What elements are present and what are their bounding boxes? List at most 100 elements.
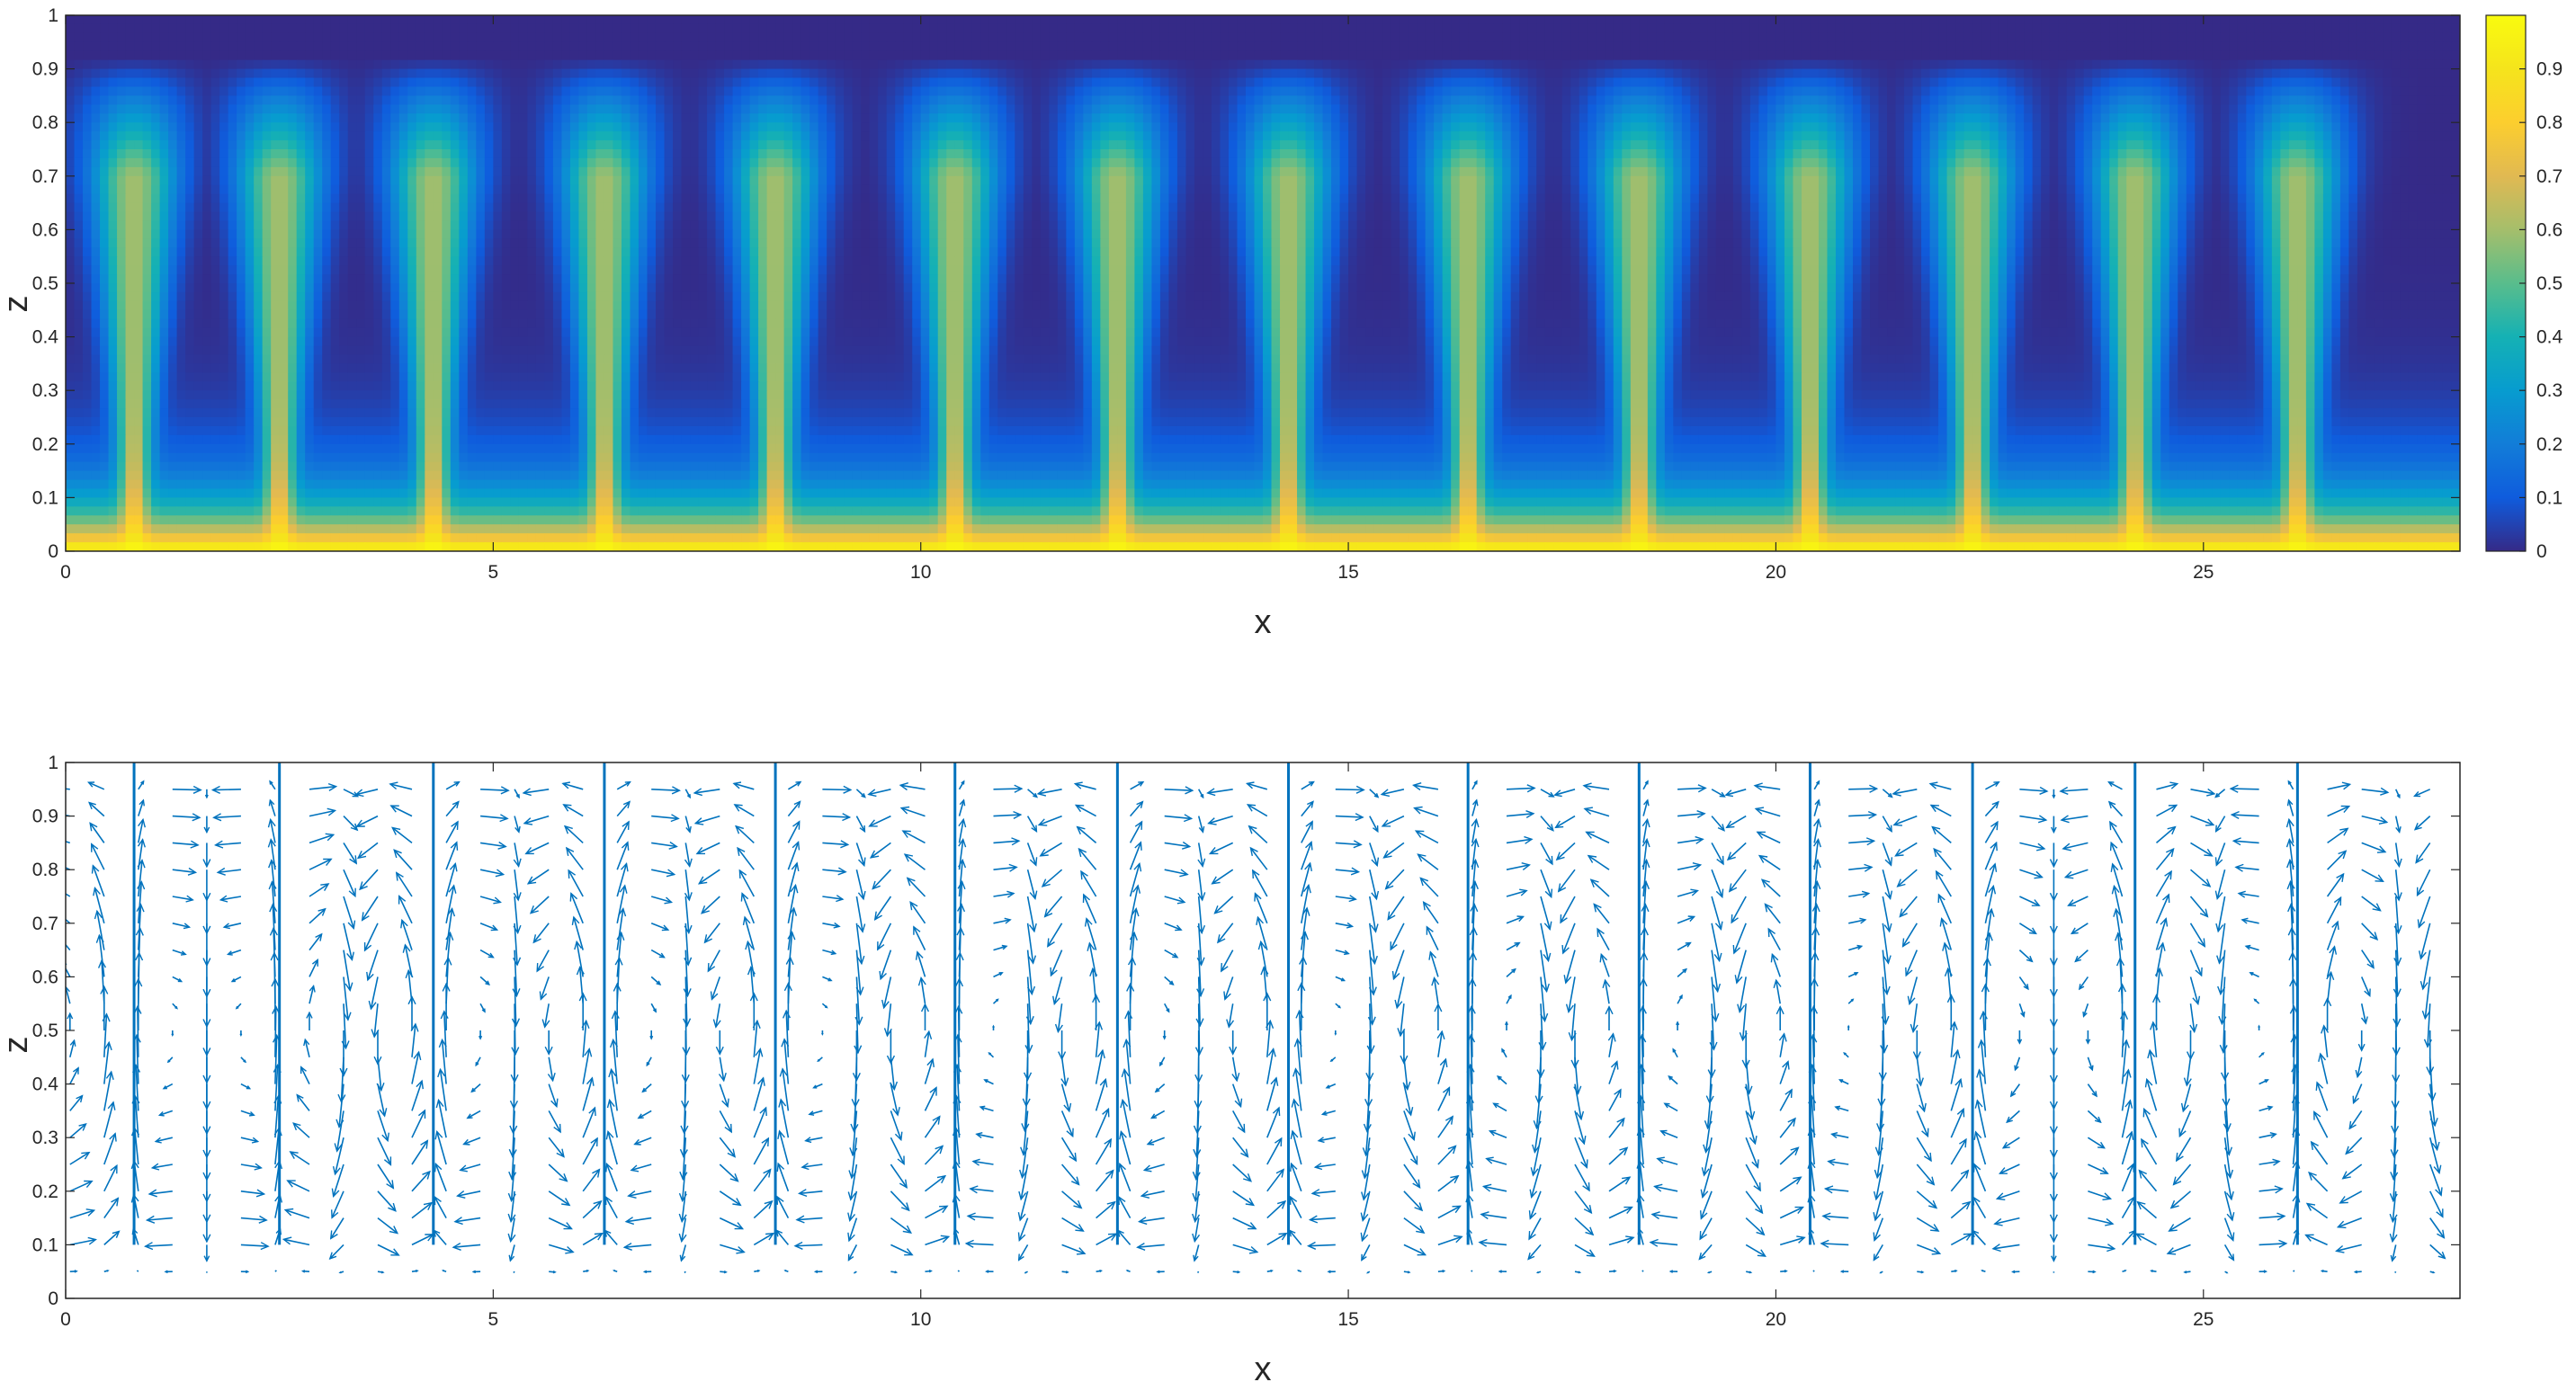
heatmap-cell	[1827, 113, 1837, 123]
heatmap-cell	[715, 15, 725, 25]
heatmap-cell	[664, 23, 674, 34]
heatmap-cell	[1810, 140, 1820, 150]
heatmap-cell	[835, 140, 845, 150]
heatmap-cell	[741, 86, 751, 96]
heatmap-cell	[518, 122, 528, 132]
heatmap-cell	[237, 113, 246, 123]
heatmap-cell	[2434, 157, 2444, 168]
heatmap-cell	[356, 86, 366, 96]
heatmap-cell	[1228, 15, 1239, 25]
heatmap-cell	[1835, 23, 1846, 34]
heatmap-cell	[1870, 95, 1880, 105]
heatmap-cell	[373, 50, 383, 61]
heatmap-cell	[1793, 131, 1802, 141]
heatmap-cell	[1844, 149, 1854, 159]
heatmap-cell	[2374, 104, 2384, 114]
heatmap-cell	[2032, 113, 2042, 123]
heatmap-cell	[1784, 149, 1794, 159]
heatmap-cell	[527, 113, 537, 123]
heatmap-cell	[442, 59, 452, 70]
heatmap-cell	[2271, 140, 2281, 150]
heatmap-cell	[1288, 95, 1298, 105]
heatmap-cell	[1074, 166, 1084, 177]
heatmap-cell	[715, 166, 725, 177]
heatmap-cell	[1732, 149, 1742, 159]
heatmap-cell	[210, 50, 220, 61]
heatmap-cell	[2339, 15, 2350, 25]
heatmap-cell	[1134, 50, 1144, 61]
heatmap-cell	[1417, 86, 1427, 96]
heatmap-cell	[416, 157, 425, 168]
heatmap-cell	[2058, 23, 2068, 34]
heatmap-cell	[1168, 113, 1178, 123]
heatmap-cell	[801, 32, 810, 43]
heatmap-cell	[1793, 77, 1802, 88]
heatmap-cell	[1134, 86, 1144, 96]
heatmap-cell	[1861, 166, 1871, 177]
heatmap-cell	[827, 95, 836, 105]
heatmap-cell	[1681, 113, 1691, 123]
heatmap-cell	[1280, 149, 1290, 159]
heatmap-cell	[381, 104, 391, 114]
heatmap-cell	[1176, 50, 1187, 61]
heatmap-cell	[2075, 131, 2085, 141]
heatmap-cell	[168, 23, 178, 34]
heatmap-cell	[134, 140, 144, 150]
heatmap-cell	[2383, 23, 2393, 34]
heatmap-cell	[2203, 131, 2213, 141]
heatmap-cell	[339, 104, 349, 114]
heatmap-cell	[630, 86, 640, 96]
heatmap-cell	[219, 68, 229, 79]
heatmap-cell	[262, 104, 272, 114]
heatmap-cell	[193, 104, 203, 114]
heatmap-cell	[1741, 59, 1751, 70]
heatmap-cell	[1707, 15, 1717, 25]
heatmap-cell	[2366, 140, 2375, 150]
heatmap-cell	[2151, 104, 2161, 114]
heatmap-cell	[117, 15, 127, 25]
heatmap-cell	[1732, 166, 1742, 177]
heatmap-cell	[245, 32, 255, 43]
heatmap-cell	[2092, 86, 2102, 96]
heatmap-cell	[1810, 23, 1820, 34]
heatmap-cell	[1451, 77, 1461, 88]
heatmap-cell	[1690, 95, 1700, 105]
heatmap-cell	[2229, 104, 2239, 114]
heatmap-cell	[1827, 68, 1837, 79]
heatmap-cell	[1681, 15, 1691, 25]
heatmap-cell	[1151, 15, 1161, 25]
heatmap-cell	[2400, 59, 2410, 70]
heatmap-cell	[1314, 59, 1324, 70]
heatmap-cell	[1365, 50, 1375, 61]
heatmap-cell	[1818, 32, 1829, 43]
heatmap-cell	[1630, 157, 1640, 168]
heatmap-cell	[1091, 68, 1101, 79]
heatmap-cell	[1237, 131, 1247, 141]
heatmap-cell	[245, 41, 255, 52]
heatmap-cell	[929, 32, 939, 43]
heatmap-cell	[1698, 15, 1708, 25]
heatmap-cell	[2271, 32, 2281, 43]
heatmap-cell	[484, 32, 494, 43]
heatmap-cell	[1049, 131, 1059, 141]
heatmap-cell	[339, 68, 349, 79]
heatmap-cell	[1921, 77, 1931, 88]
heatmap-cell	[809, 95, 819, 105]
heatmap-cell	[151, 41, 161, 52]
heatmap-cell	[818, 23, 827, 34]
heatmap-cell	[398, 68, 408, 79]
heatmap-cell	[254, 15, 264, 25]
heatmap-cell	[1280, 41, 1290, 52]
heatmap-cell	[1331, 104, 1341, 114]
heatmap-cell	[1245, 15, 1256, 25]
heatmap-cell	[1810, 41, 1820, 52]
heatmap-cell	[783, 104, 793, 114]
heatmap-cell	[878, 113, 888, 123]
heatmap-cell	[1400, 140, 1409, 150]
heatmap-cell	[681, 50, 691, 61]
heatmap-cell	[783, 140, 793, 150]
heatmap-cell	[1442, 32, 1452, 43]
heatmap-cell	[2322, 77, 2332, 88]
heatmap-cell	[1767, 59, 1777, 70]
heatmap-cell	[2425, 113, 2436, 123]
